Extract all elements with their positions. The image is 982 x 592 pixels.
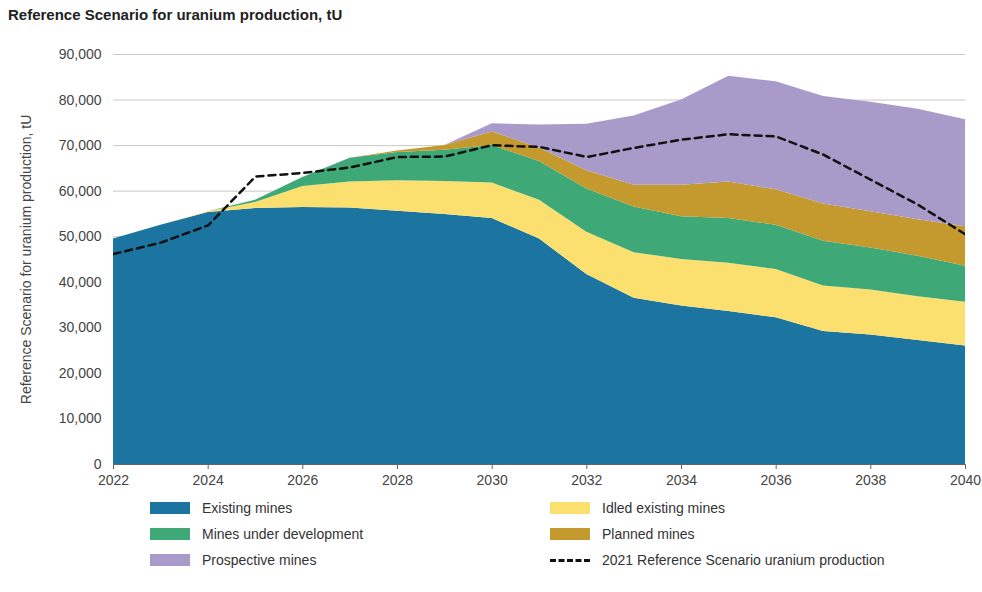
svg-text:80,000: 80,000 <box>59 92 102 108</box>
svg-text:2022: 2022 <box>98 472 129 488</box>
html-text:Existing mines: Existing mines <box>202 500 293 516</box>
html-text:Planned mines: Planned mines <box>602 526 695 542</box>
svg-text:20,000: 20,000 <box>59 365 102 381</box>
svg-text:70,000: 70,000 <box>59 137 102 153</box>
svg-text:2040: 2040 <box>950 472 981 488</box>
html-text:Mines under development: Mines under development <box>202 526 364 542</box>
svg-text:30,000: 30,000 <box>59 319 102 335</box>
svg-text:2034: 2034 <box>666 472 697 488</box>
html-text:2021 Reference Scenario uraniu: 2021 Reference Scenario uranium producti… <box>602 552 885 568</box>
svg-text:40,000: 40,000 <box>59 274 102 290</box>
html-text:Reference Scenario for uranium: Reference Scenario for uranium productio… <box>8 6 343 23</box>
svg-text:90,000: 90,000 <box>59 46 102 62</box>
svg-text:2028: 2028 <box>382 472 413 488</box>
svg-text:2036: 2036 <box>761 472 792 488</box>
svg-text:60,000: 60,000 <box>59 183 102 199</box>
svg-text:50,000: 50,000 <box>59 228 102 244</box>
html-text:Prospective mines: Prospective mines <box>202 552 317 568</box>
svg-text:10,000: 10,000 <box>59 410 102 426</box>
svg-text:2038: 2038 <box>855 472 886 488</box>
svg-text:2024: 2024 <box>193 472 224 488</box>
svg-text:Reference Scenario for uranium: Reference Scenario for uranium productio… <box>18 115 34 404</box>
svg-text:2032: 2032 <box>571 472 602 488</box>
html-text:Idled existing mines: Idled existing mines <box>602 500 725 516</box>
svg-text:2030: 2030 <box>477 472 508 488</box>
svg-text:0: 0 <box>94 456 102 472</box>
svg-text:2026: 2026 <box>287 472 318 488</box>
